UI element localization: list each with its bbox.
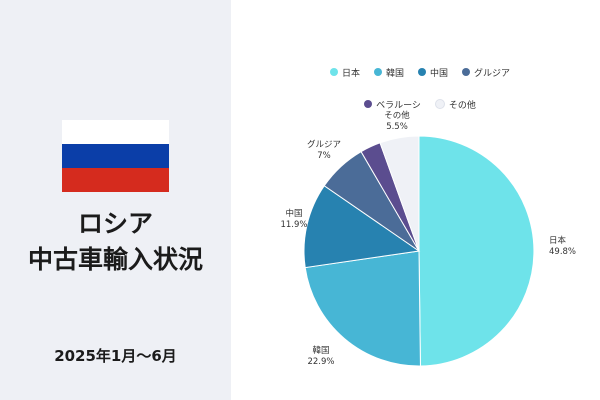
chart-legend: 日本 韓国 中国 グルジア ベラルーシ その他 <box>300 62 540 126</box>
legend-item: ベラルーシ <box>364 98 421 111</box>
title-line-2: 中古車輸入状況 <box>27 245 203 274</box>
slice-name-label: その他 <box>384 110 410 121</box>
legend-item: 日本 <box>329 66 360 79</box>
pie-slice <box>379 135 420 252</box>
legend-swatch <box>373 68 382 76</box>
pie-slice <box>303 185 421 269</box>
legend-label: 韓国 <box>385 68 404 79</box>
legend-label: 日本 <box>341 68 360 79</box>
slice-name-label: 日本 <box>549 235 567 246</box>
legend-swatch <box>434 99 445 109</box>
flag-stripe-red <box>62 168 169 192</box>
slice-value-label: 11.9% <box>280 220 307 230</box>
left-panel: ロシア 中古車輸入状況 2025年1月〜6月 <box>0 0 231 400</box>
legend-item: 中国 <box>418 66 448 79</box>
slice-value-label: 49.8% <box>549 247 576 257</box>
legend-swatch <box>329 68 338 76</box>
legend-swatch <box>462 68 471 76</box>
legend-label: 中国 <box>430 68 449 79</box>
title-line-1: ロシア <box>77 209 153 238</box>
page-title: ロシア 中古車輸入状況 <box>0 206 231 278</box>
legend-label: グルジア <box>474 68 511 79</box>
legend-item: グルジア <box>462 66 510 79</box>
pie-slice <box>304 250 421 367</box>
pie-slice <box>418 135 535 367</box>
slice-name-label: 中国 <box>285 208 302 219</box>
slice-value-label: 22.9% <box>307 357 334 367</box>
russia-flag-icon <box>62 120 169 192</box>
legend-swatch <box>364 100 373 108</box>
legend-label: ベラルーシ <box>376 100 421 111</box>
flag-stripe-white <box>62 120 169 144</box>
slice-value-label: 7% <box>317 151 331 161</box>
legend-item: その他 <box>434 98 476 111</box>
legend-swatch <box>418 68 426 76</box>
slice-name-label: 韓国 <box>312 345 329 356</box>
period-label: 2025年1月〜6月 <box>54 347 177 365</box>
legend-row: ベラルーシ その他 <box>300 94 540 114</box>
legend-item: 韓国 <box>373 66 404 79</box>
flag-stripe-blue <box>62 144 169 168</box>
slice-value-label: 5.5% <box>386 122 408 132</box>
slice-name-label: グルジア <box>307 139 341 150</box>
legend-row: 日本 韓国 中国 グルジア <box>300 62 540 82</box>
legend-label: その他 <box>448 100 476 111</box>
